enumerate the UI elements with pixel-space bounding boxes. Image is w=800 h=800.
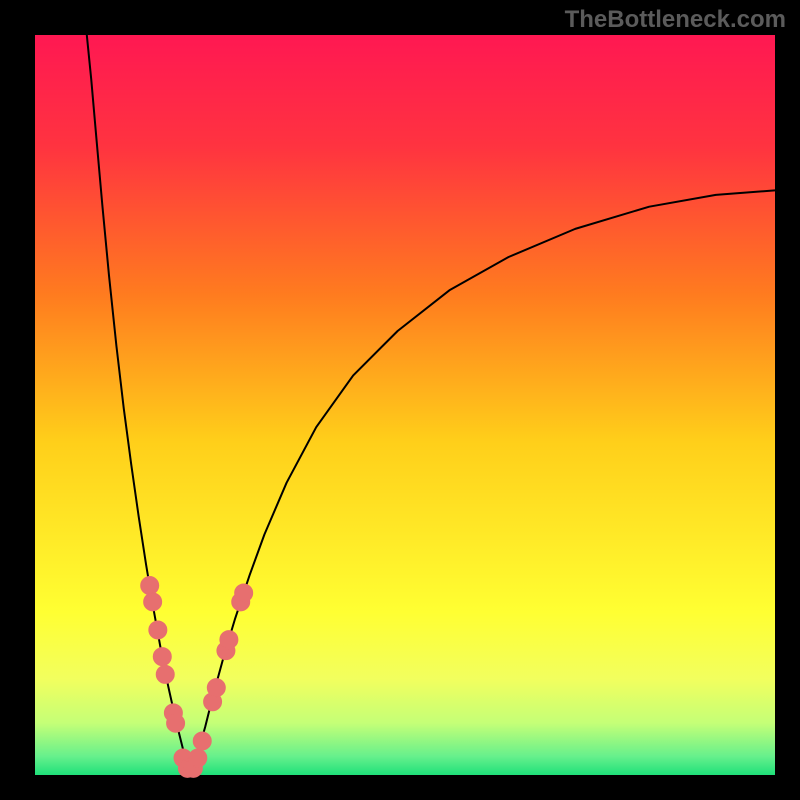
- data-marker: [207, 679, 225, 697]
- curve-overlay: [35, 35, 775, 775]
- data-marker: [235, 584, 253, 602]
- data-marker: [193, 732, 211, 750]
- watermark-text: TheBottleneck.com: [565, 6, 786, 34]
- chart-canvas: TheBottleneck.com: [0, 0, 800, 800]
- data-marker: [141, 577, 159, 595]
- data-marker: [220, 631, 238, 649]
- data-marker: [189, 749, 207, 767]
- data-marker: [156, 665, 174, 683]
- data-marker: [167, 714, 185, 732]
- bottleneck-curve: [87, 35, 775, 774]
- plot-area: [35, 35, 775, 775]
- data-marker: [149, 621, 167, 639]
- data-marker: [144, 593, 162, 611]
- data-marker: [153, 648, 171, 666]
- data-markers: [141, 577, 253, 778]
